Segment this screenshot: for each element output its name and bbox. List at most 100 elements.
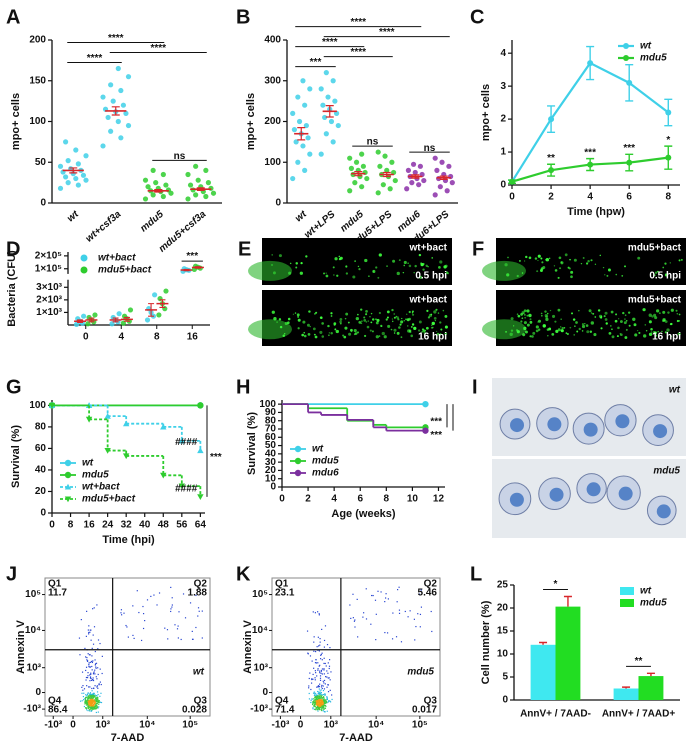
legend-label: mdu5+bact (82, 494, 136, 505)
event-dot (98, 706, 100, 708)
event-dot (85, 679, 87, 681)
fluorescent-cell (398, 259, 401, 262)
event-dot (101, 655, 103, 657)
event-dot (92, 679, 95, 682)
event-dot (409, 610, 411, 612)
event-dot (93, 699, 95, 701)
fluorescent-cell (651, 315, 654, 318)
event-dot (98, 700, 100, 702)
event-dot (320, 703, 323, 705)
panel-label: K (236, 563, 251, 585)
event-dot (417, 613, 419, 615)
x-tick-label: wt+csf3a (84, 209, 124, 245)
event-dot (89, 708, 91, 710)
event-dot (322, 701, 324, 703)
fluorescent-cell (420, 262, 423, 265)
data-point (432, 155, 438, 161)
event-dot (89, 710, 91, 712)
y-tick-label: 5 (502, 672, 508, 683)
event-dot (156, 604, 158, 606)
event-dot (324, 693, 326, 695)
event-dot (90, 660, 93, 663)
fluorescent-cell (654, 316, 658, 320)
fluorescent-cell (570, 270, 574, 274)
event-dot (329, 700, 331, 702)
fluorescent-cell (662, 317, 666, 322)
data-point (163, 182, 169, 188)
event-dot (85, 666, 88, 668)
event-dot (317, 611, 319, 613)
event-dot (94, 659, 96, 661)
event-dot (325, 701, 327, 703)
event-dot (313, 641, 315, 643)
x-tick-label: 24 (102, 520, 114, 531)
fluorescent-cell (597, 309, 601, 312)
event-dot (97, 700, 99, 702)
event-dot (319, 644, 321, 646)
event-dot (312, 678, 314, 680)
event-dot (398, 609, 401, 611)
fluorescent-cell (654, 271, 658, 275)
fluorescent-cell (524, 316, 527, 319)
fluorescent-cell (392, 259, 396, 263)
fluorescent-cell (655, 334, 658, 337)
event-dot (317, 707, 319, 709)
data-point (122, 420, 130, 427)
x-tick-label: 64 (195, 520, 207, 531)
event-dot (328, 699, 330, 702)
fluorescent-cell (288, 271, 292, 275)
event-dot (320, 693, 322, 695)
x-tick-label: -10³ (272, 720, 290, 731)
event-dot (92, 704, 95, 706)
fluorescent-cell (330, 332, 333, 335)
fluorescent-cell (309, 325, 311, 328)
event-dot (312, 701, 315, 703)
event-dot (322, 710, 324, 712)
fluorescent-cell (314, 335, 318, 339)
fluorescent-cell (344, 317, 347, 320)
x-tick-label: 10³ (96, 720, 111, 731)
fluorescent-cell (292, 313, 295, 315)
event-dot (323, 679, 326, 682)
data-point (203, 193, 209, 200)
data-point (110, 98, 116, 104)
data-point (439, 159, 445, 165)
fluorescent-cell (560, 326, 562, 328)
event-dot (90, 693, 92, 696)
event-dot (177, 637, 179, 639)
event-dot (89, 706, 92, 709)
event-dot (85, 707, 87, 709)
event-dot (98, 683, 100, 685)
fluorescent-cell (523, 309, 527, 313)
fluorescent-cell (599, 254, 602, 257)
y-tick-label: 25 (497, 580, 509, 591)
legend-marker (80, 266, 88, 274)
fluorescent-cell (528, 256, 532, 260)
fluorescent-cell (413, 271, 415, 274)
fluorescent-cell (276, 321, 278, 323)
event-dot (86, 709, 88, 711)
event-dot (310, 699, 312, 701)
event-dot (86, 685, 88, 687)
error-bar (88, 317, 95, 323)
event-dot (142, 613, 145, 615)
fluorescent-cell (536, 270, 539, 273)
event-dot (82, 689, 84, 691)
event-dot (93, 705, 95, 707)
data-point (364, 175, 370, 182)
event-dot (93, 607, 95, 609)
event-dot (316, 707, 318, 709)
fluorescent-cell (547, 335, 549, 337)
event-dot (87, 696, 89, 698)
event-dot (84, 699, 86, 701)
fluorescent-cell (520, 320, 523, 323)
x-axis-label: Age (weeks) (331, 508, 396, 520)
data-point (193, 192, 199, 198)
event-dot (96, 686, 98, 688)
event-dot (308, 677, 310, 680)
event-dot (400, 641, 403, 643)
fluorescent-cell (371, 330, 374, 333)
x-tick-label: 8 (68, 520, 74, 531)
fluorescent-cell (361, 320, 363, 322)
data-point (145, 184, 151, 190)
